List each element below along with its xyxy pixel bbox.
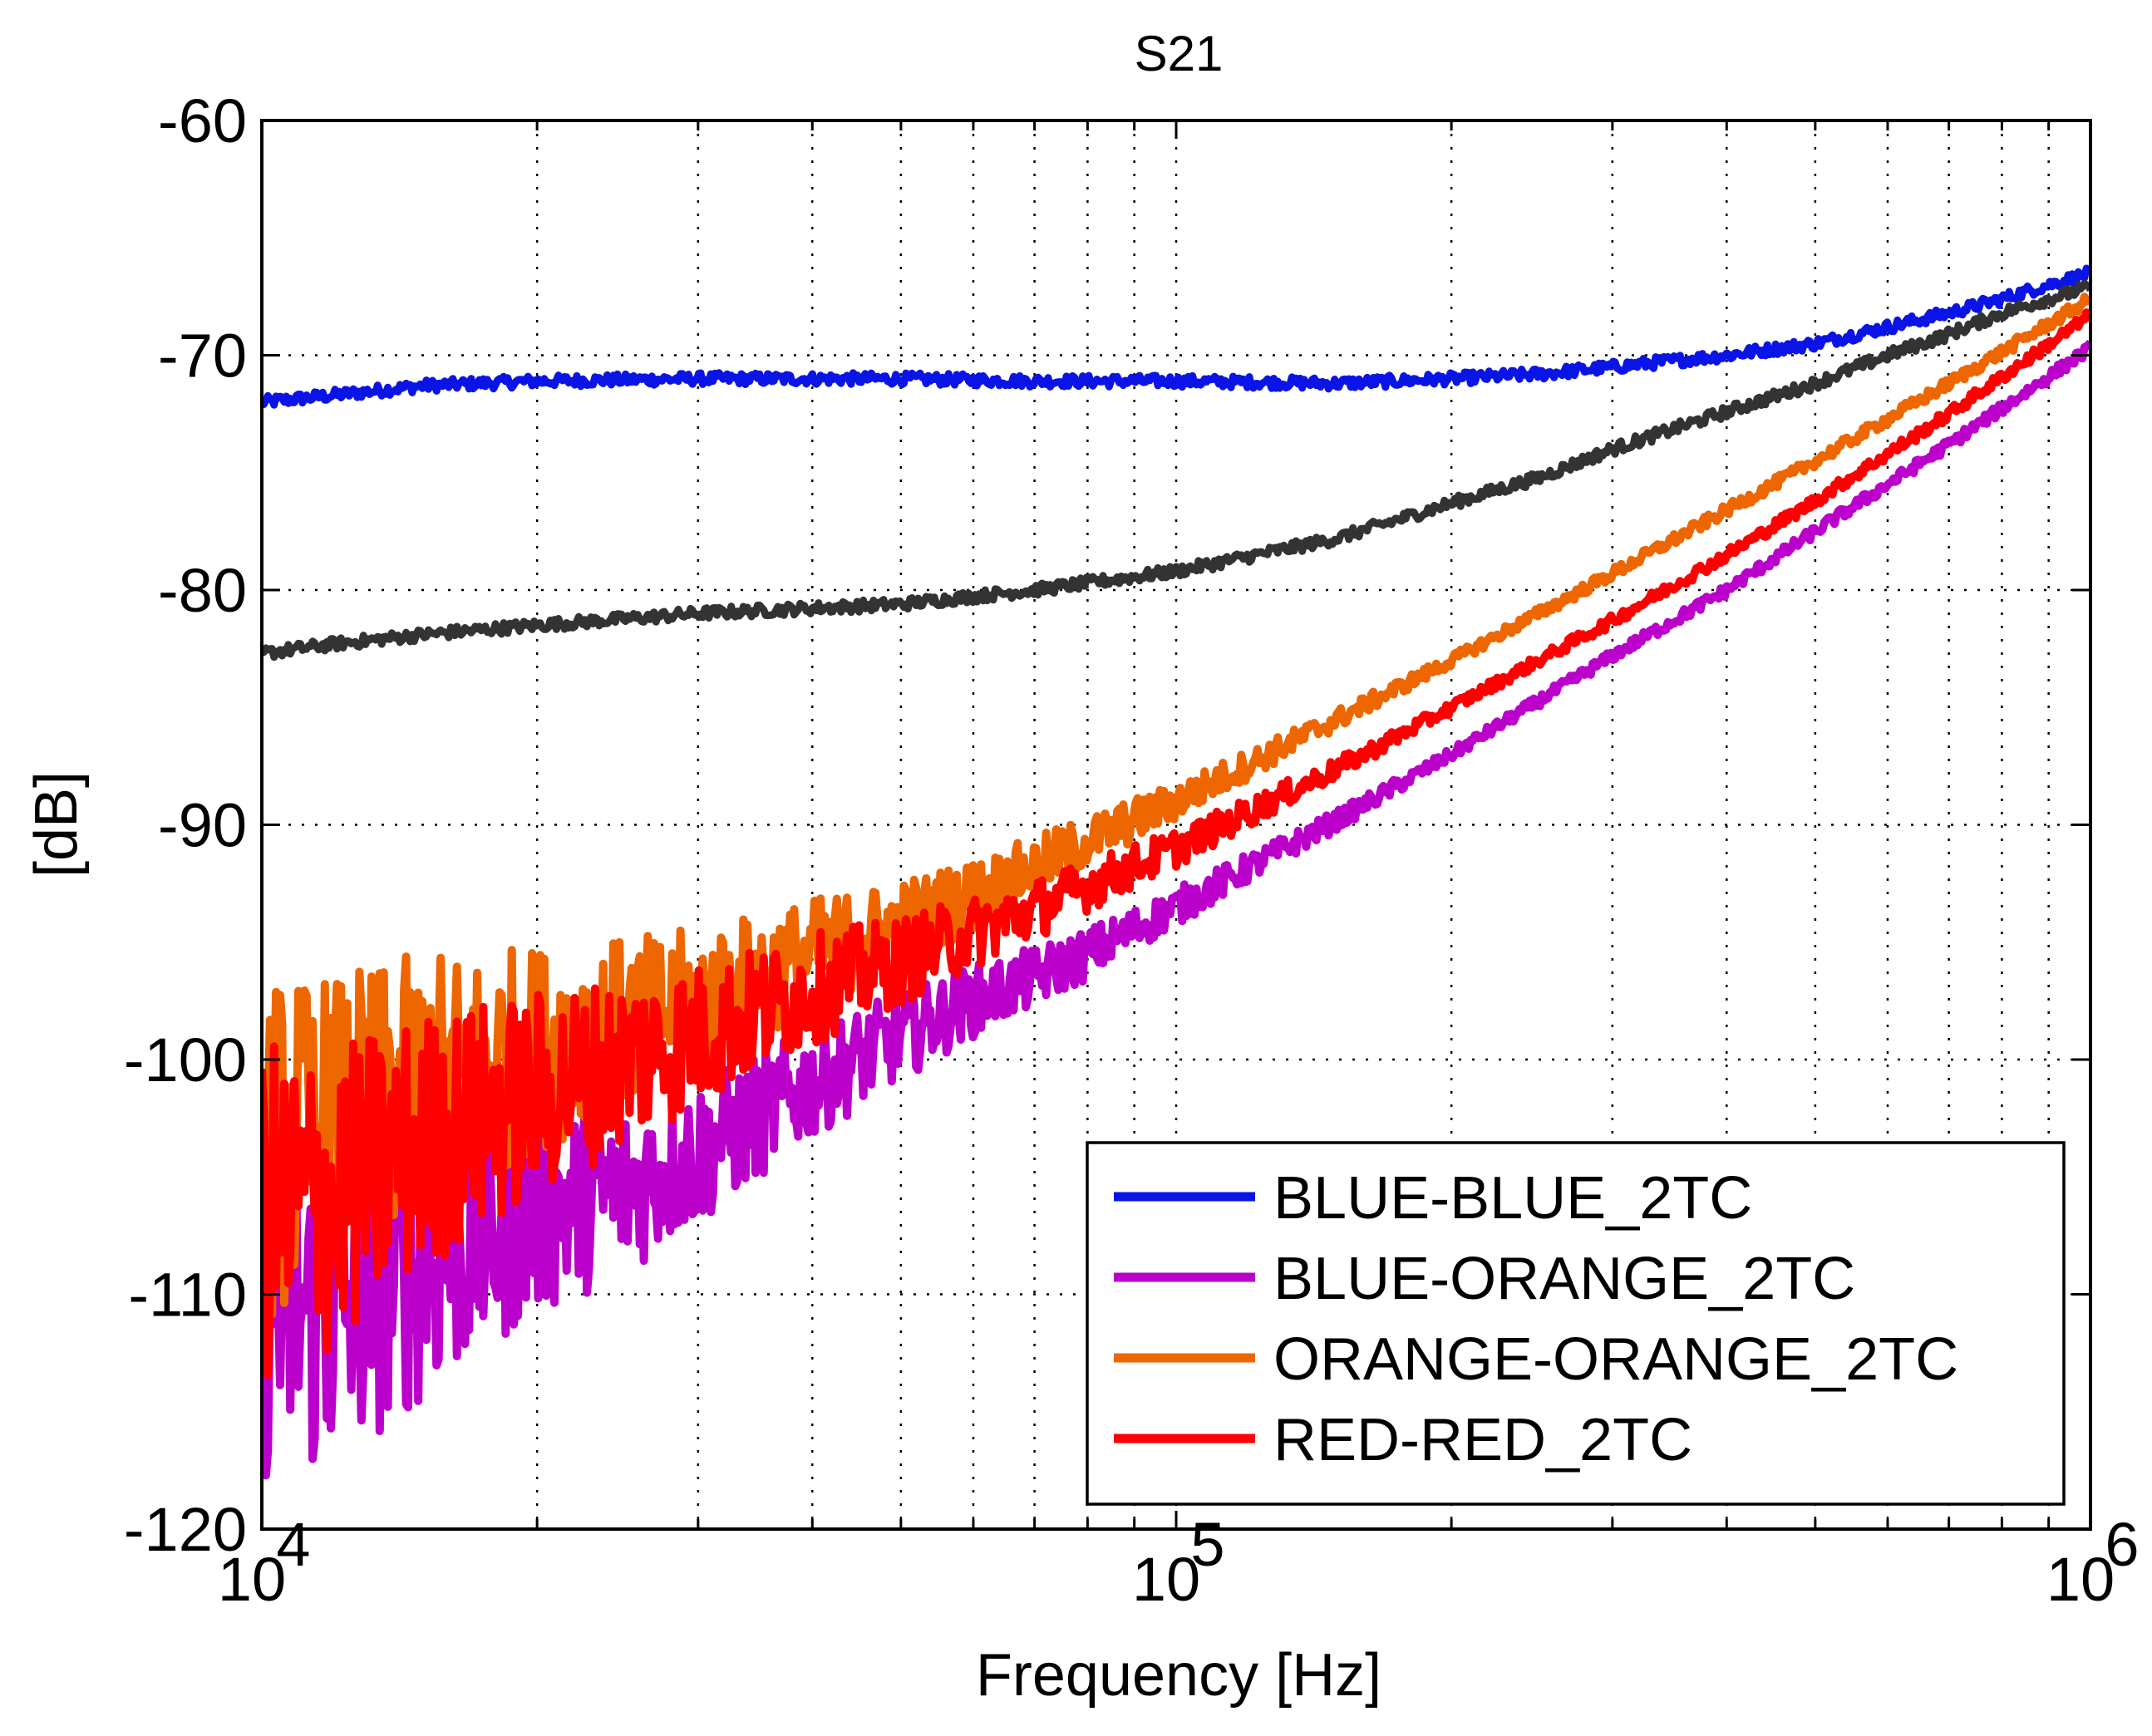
legend-box bbox=[1086, 1141, 2066, 1506]
chart-title: S21 bbox=[1135, 26, 1224, 81]
legend-entry: BLUE-ORANGE_2TC bbox=[1114, 1246, 1855, 1312]
x-tick-label-base: 10 bbox=[218, 1545, 286, 1614]
y-tick-label: -80 bbox=[158, 556, 247, 625]
x-tick-label: 106 bbox=[2046, 1510, 2140, 1614]
y-tick-label: -60 bbox=[158, 86, 247, 155]
x-tick-label-base: 10 bbox=[2046, 1545, 2115, 1614]
y-tick-label: -70 bbox=[158, 322, 247, 391]
series-line bbox=[262, 308, 2090, 1379]
x-tick-label-exponent: 4 bbox=[276, 1510, 310, 1579]
axis-ticks bbox=[262, 119, 2090, 1531]
legend-entry: BLUE-BLUE_2TC bbox=[1114, 1165, 1752, 1232]
legend-entry: ORANGE-ORANGE_2TC bbox=[1114, 1326, 1958, 1393]
x-axis-label: Frequency [Hz] bbox=[976, 1642, 1381, 1709]
legend-label: BLUE-BLUE_2TC bbox=[1273, 1165, 1752, 1232]
series-lines bbox=[262, 264, 2090, 1480]
y-axis-label: [dB] bbox=[23, 771, 90, 878]
x-tick-label: 104 bbox=[218, 1510, 311, 1614]
y-tick-label: -120 bbox=[124, 1495, 247, 1564]
x-tick-label: 105 bbox=[1132, 1510, 1225, 1614]
y-tick-label: -100 bbox=[124, 1025, 247, 1094]
x-tick-label-base: 10 bbox=[1132, 1545, 1200, 1614]
y-tick-label: -110 bbox=[128, 1261, 247, 1330]
series-line bbox=[262, 264, 2090, 409]
series-line bbox=[262, 293, 2090, 1329]
legend-label: RED-RED_2TC bbox=[1273, 1407, 1692, 1473]
series-line bbox=[262, 279, 2090, 661]
series-line bbox=[262, 339, 2090, 1480]
x-tick-label-exponent: 6 bbox=[2105, 1510, 2139, 1579]
legend-label: BLUE-ORANGE_2TC bbox=[1273, 1246, 1855, 1312]
legend-label: ORANGE-ORANGE_2TC bbox=[1273, 1326, 1958, 1393]
legend-entry: RED-RED_2TC bbox=[1114, 1407, 1692, 1473]
legend: BLUE-BLUE_2TC BLUE-ORANGE_2TC ORANGE-ORANG… bbox=[1086, 1141, 2066, 1506]
y-tick-labels: -60 -70 -80 -90 -100 -110 -120 bbox=[124, 86, 247, 1564]
y-tick-label: -90 bbox=[158, 791, 247, 860]
x-tick-label-exponent: 5 bbox=[1190, 1510, 1224, 1579]
